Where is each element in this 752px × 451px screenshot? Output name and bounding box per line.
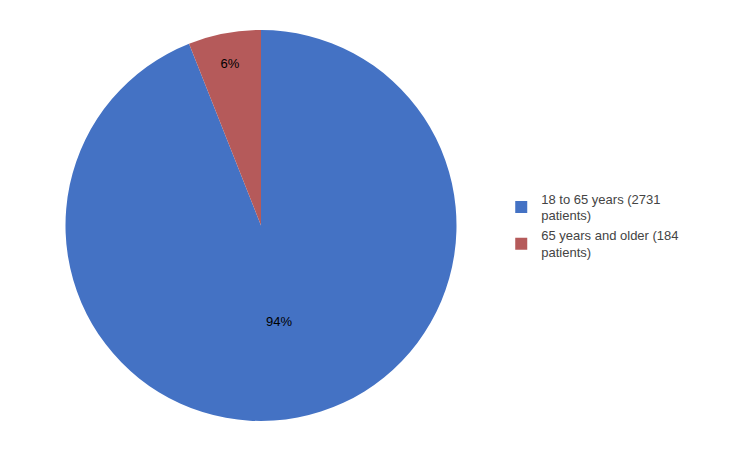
svg-text:94%: 94% (266, 314, 292, 329)
svg-text:6%: 6% (221, 56, 240, 71)
svg-text:18 to 65 years (2731patients): 18 to 65 years (2731patients) (541, 192, 660, 224)
svg-text:65 years and older (184patient: 65 years and older (184patients) (541, 228, 678, 260)
